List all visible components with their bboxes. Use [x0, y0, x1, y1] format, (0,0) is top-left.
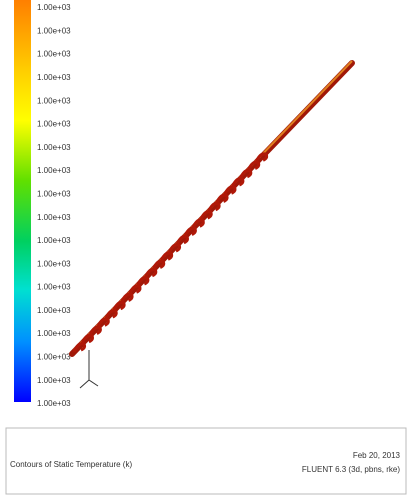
colorbar-label: 1.00e+03 — [37, 306, 71, 315]
footer-solver: FLUENT 6.3 (3d, pbns, rke) — [302, 465, 400, 474]
colorbar-label: 1.00e+03 — [37, 96, 71, 105]
colorbar-label: 1.00e+03 — [37, 283, 71, 292]
footer-title: Contours of Static Temperature (k) — [10, 460, 132, 469]
colorbar-label: 1.00e+03 — [37, 399, 71, 408]
colorbar-label: 1.00e+03 — [37, 26, 71, 35]
colorbar — [14, 0, 31, 402]
colorbar-label: 1.00e+03 — [37, 3, 71, 12]
colorbar-label: 1.00e+03 — [37, 376, 71, 385]
colorbar-label: 1.00e+03 — [37, 143, 71, 152]
screen: 1.00e+03 1.00e+03 1.00e+03 1.00e+03 1.00e+03… — [0, 0, 409, 498]
colorbar-label: 1.00e+03 — [37, 329, 71, 338]
axes-triad — [80, 350, 98, 388]
graphics-window: 1.00e+03 1.00e+03 1.00e+03 1.00e+03 1.00e+03… — [0, 0, 409, 498]
colorbar-label: 1.00e+03 — [37, 236, 71, 245]
footer-date: Feb 20, 2013 — [353, 451, 401, 460]
colorbar-label: 1.00e+03 — [37, 166, 71, 175]
colorbar-label: 1.00e+03 — [37, 259, 71, 268]
colorbar-label: 1.00e+03 — [37, 73, 71, 82]
colorbar-label: 1.00e+03 — [37, 120, 71, 129]
colorbar-label: 1.00e+03 — [37, 50, 71, 59]
colorbar-label: 1.00e+03 — [37, 353, 71, 362]
colorbar-label: 1.00e+03 — [37, 189, 71, 198]
colorbar-label: 1.00e+03 — [37, 213, 71, 222]
